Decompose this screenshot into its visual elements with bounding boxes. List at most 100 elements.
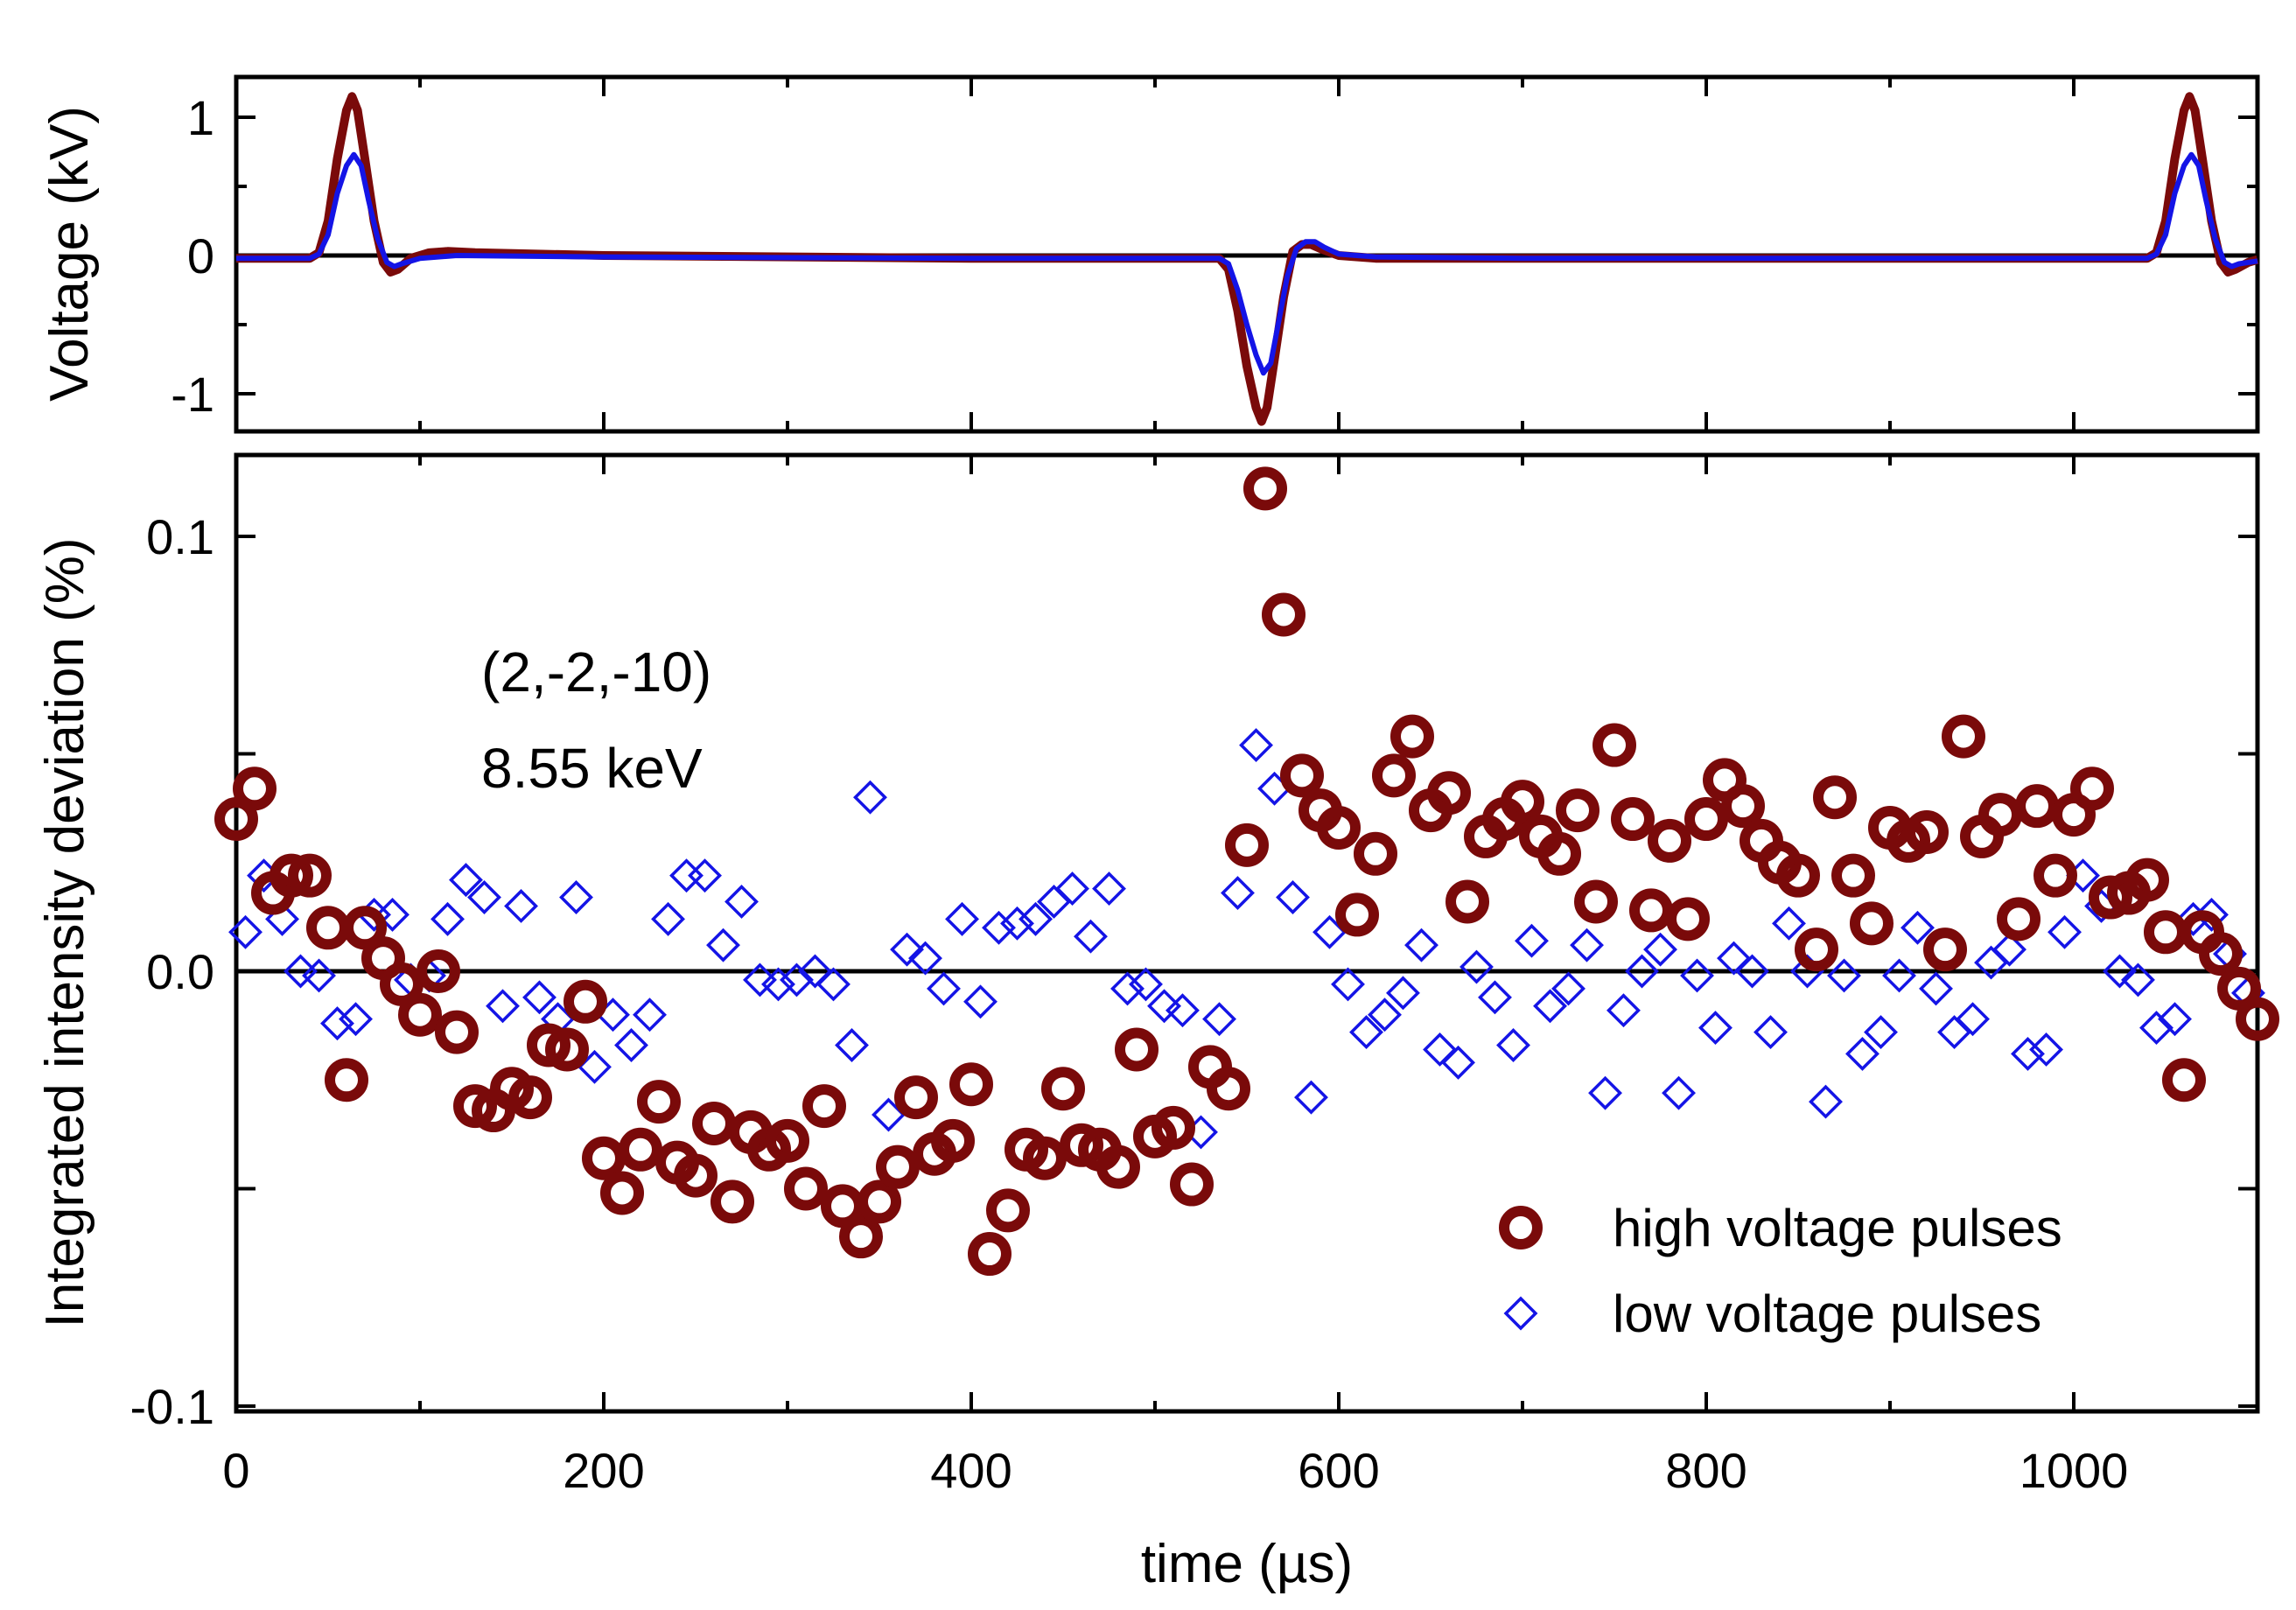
high-voltage-trace: [236, 92, 2259, 426]
high-voltage-point: [931, 1118, 975, 1163]
low-voltage-point: [578, 1049, 612, 1084]
high-voltage-point: [306, 906, 350, 950]
high-voltage-point: [325, 1058, 368, 1102]
low-voltage-point: [1368, 998, 1402, 1032]
low-voltage-point: [1460, 949, 1494, 984]
low-voltage-point: [1055, 872, 1089, 906]
high-voltage-point: [839, 1214, 883, 1259]
low-voltage-point: [1515, 923, 1549, 958]
high-voltage-point: [398, 992, 442, 1037]
y-tick-label: -1: [171, 367, 214, 422]
legend-low-voltage-label: low voltage pulses: [1613, 1284, 2041, 1343]
low-voltage-point: [1092, 872, 1126, 906]
high-voltage-point: [1592, 723, 1636, 767]
high-voltage-point: [2125, 858, 2169, 902]
legend-high-voltage-label: high voltage pulses: [1613, 1199, 2062, 1257]
low-voltage-point: [467, 880, 501, 914]
low-voltage-point: [1992, 932, 2026, 967]
high-voltage-point: [1427, 771, 1471, 816]
x-tick-label: 800: [1665, 1443, 1746, 1498]
low-voltage-point: [1221, 876, 1255, 910]
low-voltage-point: [1239, 728, 1273, 763]
high-voltage-point: [949, 1062, 993, 1107]
low-voltage-point: [780, 962, 814, 998]
high-voltage-point: [1207, 1067, 1250, 1111]
high-voltage-point: [2034, 853, 2077, 898]
high-voltage-point: [1721, 784, 1765, 829]
low-voltage-trace: [236, 151, 2258, 376]
high-voltage-point: [1372, 753, 1416, 798]
low-voltage-point: [2048, 914, 2082, 949]
high-voltage-point: [545, 1027, 589, 1072]
low-voltage-point: [486, 989, 520, 1024]
low-voltage-point: [1404, 928, 1438, 962]
high-voltage-point: [416, 949, 460, 993]
low-voltage-point: [2158, 1002, 2192, 1037]
low-voltage-point: [1588, 1075, 1622, 1110]
x-tick-label: 400: [930, 1443, 1012, 1498]
low-voltage-point: [1662, 1075, 1696, 1110]
high-voltage-point: [1776, 853, 1820, 898]
low-voltage-point: [1551, 971, 1586, 1006]
low-voltage-point: [2139, 1011, 2174, 1046]
low-voltage-point: [1698, 1011, 1732, 1046]
low-voltage-point: [1643, 932, 1677, 967]
high-voltage-point: [527, 1023, 570, 1068]
low-voltage-point: [228, 914, 262, 949]
high-voltage-point: [1537, 831, 1581, 876]
low-voltage-point: [1900, 910, 1935, 945]
intensity-panel: 0.1 0.0 -0.10 200 400 600 800 1000 Integrated i…: [35, 452, 2279, 1594]
high-voltage-point: [270, 853, 313, 898]
high-voltage-point: [288, 853, 332, 898]
high-voltage-point: [343, 906, 387, 950]
low-voltage-point: [1772, 906, 1806, 941]
low-voltage-point: [1202, 1002, 1236, 1037]
high-voltage-point: [619, 1127, 662, 1172]
high-voltage-point: [1096, 1144, 1140, 1189]
low-voltage-point: [1441, 1045, 1475, 1080]
high-voltage-point: [435, 1010, 479, 1054]
low-voltage-point: [963, 984, 998, 1019]
y-tick-label: 0.0: [146, 944, 214, 999]
time-axis-label: time (µs): [1141, 1534, 1353, 1594]
low-voltage-point: [835, 1028, 869, 1062]
low-voltage-point: [1423, 1032, 1457, 1067]
low-voltage-point: [669, 858, 704, 893]
high-voltage-point: [2070, 766, 2114, 811]
high-voltage-point: [1556, 788, 1600, 833]
low-voltage-point: [1312, 914, 1347, 949]
low-voltage-point: [614, 1028, 648, 1062]
y-tick-label: -0.1: [130, 1379, 215, 1434]
high-voltage-point: [508, 1075, 552, 1120]
low-voltage-point: [1129, 967, 1163, 1002]
low-voltage-point: [706, 928, 740, 962]
high-voltage-point: [2162, 1058, 2206, 1102]
x-tick-label: 1000: [2020, 1443, 2129, 1498]
low-voltage-point: [1937, 1015, 1971, 1050]
low-voltage-point: [1018, 901, 1053, 936]
low-voltage-point: [1827, 958, 1861, 993]
low-voltage-point: [945, 901, 979, 936]
high-voltage-point: [1501, 780, 1544, 824]
low-voltage-point: [1845, 1036, 1880, 1071]
low-voltage-point: [1570, 928, 1604, 962]
high-voltage-point: [2236, 997, 2279, 1041]
high-voltage-point: [637, 1080, 681, 1124]
high-voltage-point: [453, 1084, 497, 1129]
voltage-tick-labels: 1 0 -1: [171, 90, 214, 422]
legend: high voltage pulses low voltage pulses: [1499, 1199, 2062, 1343]
high-voltage-point: [1850, 901, 1894, 946]
low-voltage-point: [522, 980, 556, 1015]
high-voltage-point: [1023, 1136, 1067, 1180]
low-voltage-point: [1809, 1084, 1843, 1119]
high-voltage-point: [1152, 1105, 1195, 1150]
low-voltage-point: [1882, 958, 1916, 993]
low-voltage-point: [1331, 967, 1365, 1002]
low-voltage-point: [1919, 971, 1953, 1006]
low-voltage-point: [1864, 1015, 1898, 1050]
high-voltage-point: [1446, 879, 1489, 924]
voltage-axis-label: Voltage (kV): [39, 106, 100, 402]
x-tick-label: 600: [1298, 1443, 1379, 1498]
low-voltage-point: [1735, 954, 1769, 989]
low-voltage-point: [1386, 976, 1420, 1011]
